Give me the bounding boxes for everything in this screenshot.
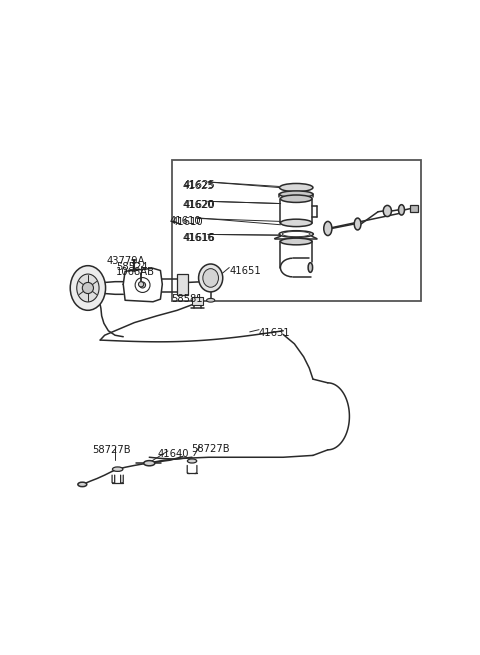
Ellipse shape [70,266,106,310]
Bar [410,205,418,212]
Text: 58727B: 58727B [191,444,229,454]
Bar [192,297,203,305]
Bar [177,274,188,295]
Ellipse shape [78,482,87,487]
Ellipse shape [279,191,313,198]
Ellipse shape [112,467,123,472]
Text: 43779A: 43779A [107,255,145,266]
Circle shape [139,282,144,287]
Ellipse shape [280,238,312,245]
Circle shape [140,282,145,288]
Text: 41620: 41620 [183,200,215,210]
Ellipse shape [308,263,312,272]
Ellipse shape [144,460,155,466]
Ellipse shape [187,459,197,463]
Text: 41616: 41616 [184,233,216,243]
Text: 41610: 41610 [172,217,203,227]
Text: 41620: 41620 [184,200,216,210]
Ellipse shape [77,274,99,302]
Ellipse shape [324,221,332,236]
Ellipse shape [279,183,313,192]
Text: 58581: 58581 [171,293,203,303]
Ellipse shape [280,219,312,227]
Ellipse shape [206,299,215,302]
Ellipse shape [282,231,310,236]
Text: 41625: 41625 [184,181,216,191]
Bar [172,160,421,301]
Ellipse shape [383,206,392,217]
Ellipse shape [280,195,312,202]
Ellipse shape [199,264,223,292]
Text: 1068AB: 1068AB [116,267,155,277]
Text: 41631: 41631 [259,328,291,338]
Text: 41625: 41625 [183,181,215,191]
Text: 41651: 41651 [229,266,261,276]
Circle shape [83,282,94,293]
Text: 58524: 58524 [116,262,147,272]
Text: 41616: 41616 [183,233,215,243]
Text: 58727B: 58727B [92,445,131,455]
Ellipse shape [354,218,361,230]
Ellipse shape [203,269,218,288]
Ellipse shape [398,204,405,215]
Text: 41610: 41610 [170,216,202,226]
Text: 41640: 41640 [157,449,189,459]
